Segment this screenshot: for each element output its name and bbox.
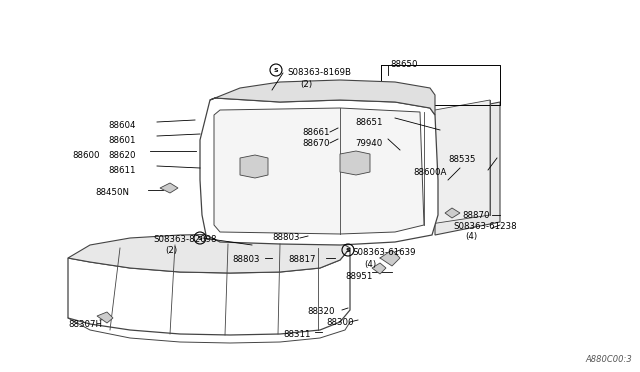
Text: 88620: 88620: [108, 151, 136, 160]
Text: 88670: 88670: [302, 139, 330, 148]
Text: 88803: 88803: [232, 255, 259, 264]
Text: 88320: 88320: [307, 307, 335, 316]
Text: 88307H: 88307H: [68, 320, 102, 329]
Text: 79940: 79940: [355, 139, 382, 148]
Text: 88600A: 88600A: [413, 168, 446, 177]
Text: 88450N: 88450N: [95, 188, 129, 197]
Text: 88817: 88817: [288, 255, 316, 264]
Text: S: S: [198, 235, 202, 241]
Text: (2): (2): [165, 246, 177, 255]
Text: 88611: 88611: [108, 166, 136, 175]
Text: 88651: 88651: [355, 118, 383, 127]
Polygon shape: [424, 100, 490, 225]
Text: A880C00:3: A880C00:3: [585, 355, 632, 364]
Text: (2): (2): [300, 80, 312, 89]
Polygon shape: [372, 263, 386, 274]
Text: 88601: 88601: [108, 136, 136, 145]
Text: S08363-61238: S08363-61238: [453, 222, 516, 231]
Polygon shape: [240, 155, 268, 178]
Polygon shape: [97, 312, 113, 323]
Text: (4): (4): [465, 232, 477, 241]
Text: 88300: 88300: [326, 318, 353, 327]
Polygon shape: [210, 80, 435, 115]
Polygon shape: [200, 98, 438, 245]
Text: S08363-8169B: S08363-8169B: [287, 68, 351, 77]
Polygon shape: [68, 234, 350, 273]
Text: (4): (4): [364, 260, 376, 269]
Polygon shape: [214, 108, 424, 234]
Polygon shape: [435, 102, 500, 235]
Text: S: S: [346, 247, 350, 253]
Polygon shape: [445, 208, 460, 218]
Text: 88600: 88600: [72, 151, 99, 160]
Text: S08363-82098: S08363-82098: [153, 235, 216, 244]
Polygon shape: [68, 248, 350, 335]
Text: 88661: 88661: [302, 128, 330, 137]
Text: S: S: [274, 67, 278, 73]
Text: 88951: 88951: [345, 272, 372, 281]
Text: 88650: 88650: [390, 60, 417, 69]
Text: 88311: 88311: [283, 330, 310, 339]
Text: 88803: 88803: [272, 233, 300, 242]
Text: 88604: 88604: [108, 121, 136, 130]
Text: S08363-61639: S08363-61639: [352, 248, 415, 257]
Text: 88870: 88870: [462, 211, 490, 220]
Text: 88535: 88535: [448, 155, 476, 164]
Polygon shape: [380, 250, 400, 266]
Polygon shape: [340, 151, 370, 175]
Polygon shape: [160, 183, 178, 193]
